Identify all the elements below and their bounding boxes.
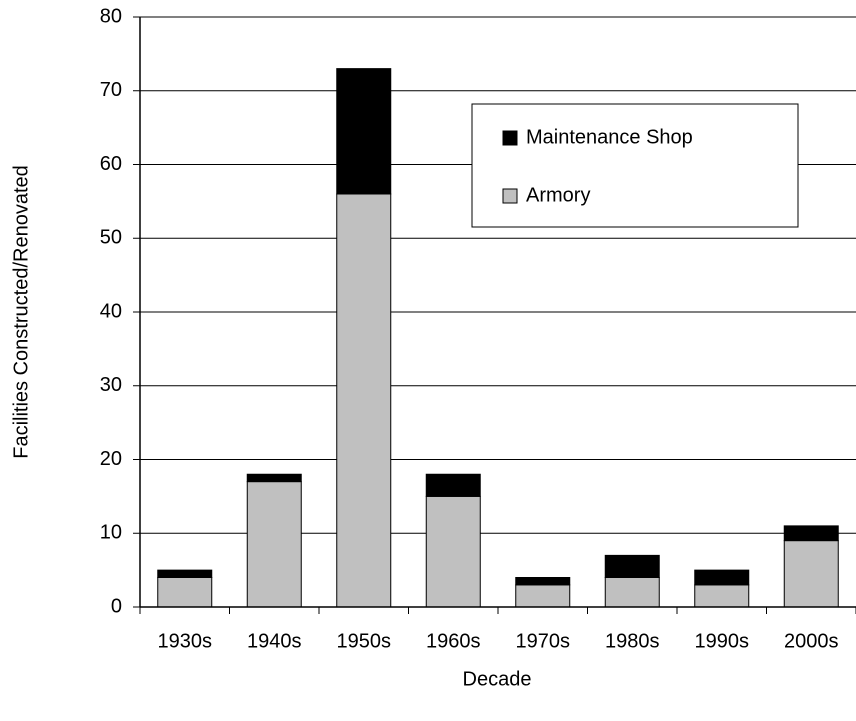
bar-segment	[336, 193, 392, 608]
legend-swatch	[502, 188, 518, 204]
bar-segment	[783, 525, 839, 542]
y-tick-label: 20	[100, 448, 122, 470]
bar-segment	[515, 584, 571, 608]
bar-segment	[425, 495, 481, 608]
bar-segment	[246, 473, 302, 483]
y-tick-label: 30	[100, 374, 122, 396]
x-tick-label: 1980s	[605, 630, 660, 652]
x-tick-label: 1930s	[158, 630, 213, 652]
bar-segment	[246, 481, 302, 608]
y-tick-label: 60	[100, 153, 122, 175]
x-tick-label: 1940s	[247, 630, 302, 652]
x-tick-label: 1990s	[695, 630, 750, 652]
y-tick-label: 50	[100, 227, 122, 249]
bar-segment	[604, 577, 660, 608]
bar-segment	[604, 554, 660, 578]
x-axis-label: Decade	[463, 668, 532, 690]
bar-segment	[425, 473, 481, 497]
bar-segment	[694, 569, 750, 586]
bar-segment	[157, 577, 213, 608]
legend-swatch	[502, 130, 518, 146]
bar-segment	[783, 540, 839, 608]
y-tick-label: 40	[100, 300, 122, 322]
x-tick-label: 1970s	[516, 630, 571, 652]
bar-segment	[157, 569, 213, 578]
bar-segment	[336, 68, 392, 195]
y-tick-label: 70	[100, 79, 122, 101]
x-tick-label: 1950s	[337, 630, 392, 652]
x-tick-label: 1960s	[426, 630, 481, 652]
x-tick-label: 2000s	[784, 630, 839, 652]
y-tick-label: 80	[100, 5, 122, 27]
legend-label: Maintenance Shop	[526, 126, 693, 148]
legend-label: Armory	[526, 184, 590, 206]
bar-segment	[515, 577, 571, 586]
y-tick-label: 0	[111, 595, 122, 617]
bar-segment	[694, 584, 750, 608]
legend-box	[471, 103, 799, 228]
y-tick-label: 10	[100, 522, 122, 544]
y-axis-label: Facilities Constructed/Renovated	[10, 165, 32, 458]
